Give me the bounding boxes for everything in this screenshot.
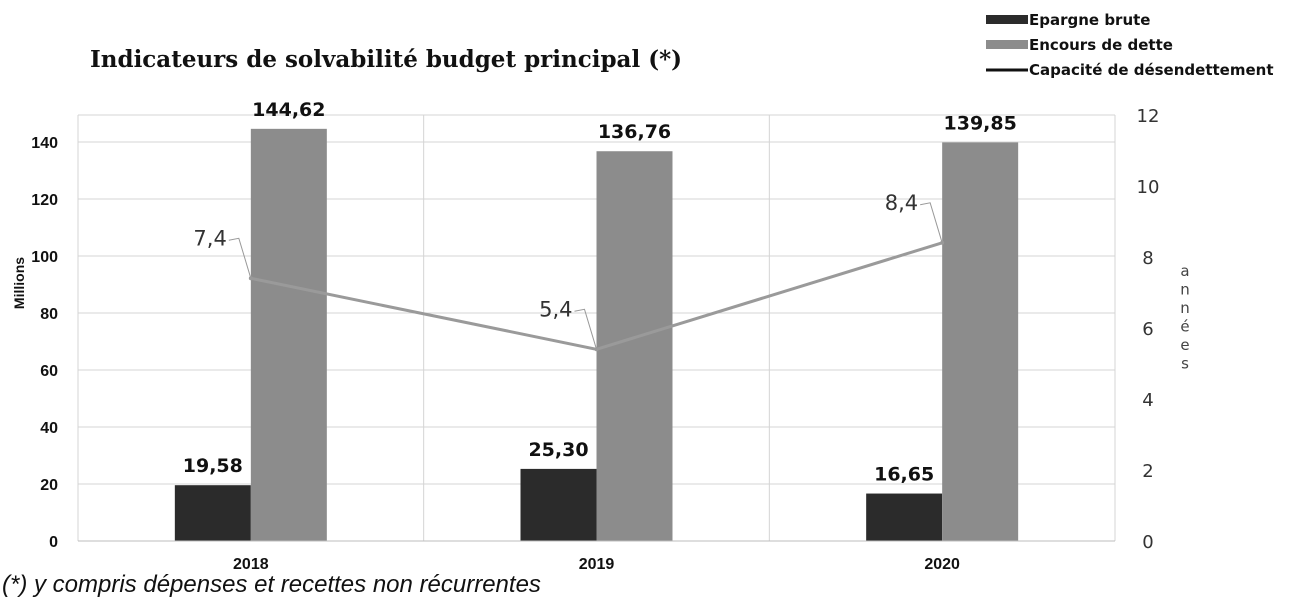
y-tick-label: 20 [40,477,58,494]
y2-tick-label: 0 [1142,532,1153,553]
legend-swatch [986,15,1028,24]
bar-data-label: 19,58 [183,455,243,477]
x-tick-label: 2018 [233,556,269,573]
legend-label: Capacité de désendettement [1029,61,1274,79]
bar-encours-de-dette [942,142,1019,542]
y2-tick-label: 6 [1142,319,1153,340]
y2-tick-label: 10 [1137,177,1160,198]
bar-data-label: 16,65 [874,464,934,486]
y-axis-label: Millions [11,257,27,309]
y2-tick-label: 8 [1142,248,1153,269]
chart-title: Indicateurs de solvabilité budget princi… [90,46,682,73]
legend-swatch [986,40,1028,49]
line-data-label: 7,4 [193,226,226,250]
y2-axis-label-letter: n [1180,281,1190,299]
legend: Epargne brute Encours de dette Capacité de… [986,11,1274,79]
bar-data-label: 139,85 [944,112,1017,134]
x-axis: 2018 2019 2020 [78,540,1115,573]
bar-data-label: 25,30 [528,439,588,461]
y2-axis-label-letter: e [1180,336,1189,354]
x-tick-label: 2019 [579,556,615,573]
y2-axis-label-letter: é [1180,318,1189,336]
bar-epargne-brute [174,485,251,541]
line-label-leader [228,237,252,279]
y-tick-label: 100 [31,249,58,266]
left-axis: 0 20 40 60 80 100 120 140 Millions [11,135,58,551]
y-tick-label: 80 [40,306,58,323]
y2-tick-label: 12 [1137,106,1160,127]
legend-label: Encours de dette [1029,36,1173,54]
y-tick-label: 140 [31,135,58,152]
bar-epargne-brute [866,493,943,541]
bar-encours-de-dette [250,128,327,541]
y2-axis-label-letter: n [1180,299,1190,317]
y-tick-label: 40 [40,420,58,437]
line-data-label: 5,4 [539,297,572,321]
line-label-leader [574,308,597,350]
bar-epargne-brute [520,468,597,541]
y-tick-label: 120 [31,192,58,209]
y2-axis-label-letter: a [1180,262,1189,280]
y2-tick-label: 4 [1142,390,1153,411]
line-label-leader [920,202,943,243]
line-data-label: 8,4 [885,191,918,215]
bar-data-label: 136,76 [598,121,671,143]
legend-label: Epargne brute [1029,11,1150,29]
line-series: 7,4 5,4 8,4 [193,191,945,352]
y2-tick-label: 2 [1142,461,1153,482]
footnote: (*) y compris dépenses et recettes non r… [2,571,541,598]
y-tick-label: 0 [49,534,58,551]
bars: 19,58 144,62 25,30 136,76 16,65 139,85 [174,99,1019,542]
y2-axis-label-letter: s [1181,355,1189,373]
bar-data-label: 144,62 [252,99,325,121]
x-tick-label: 2020 [924,556,960,573]
y-tick-label: 60 [40,363,58,380]
